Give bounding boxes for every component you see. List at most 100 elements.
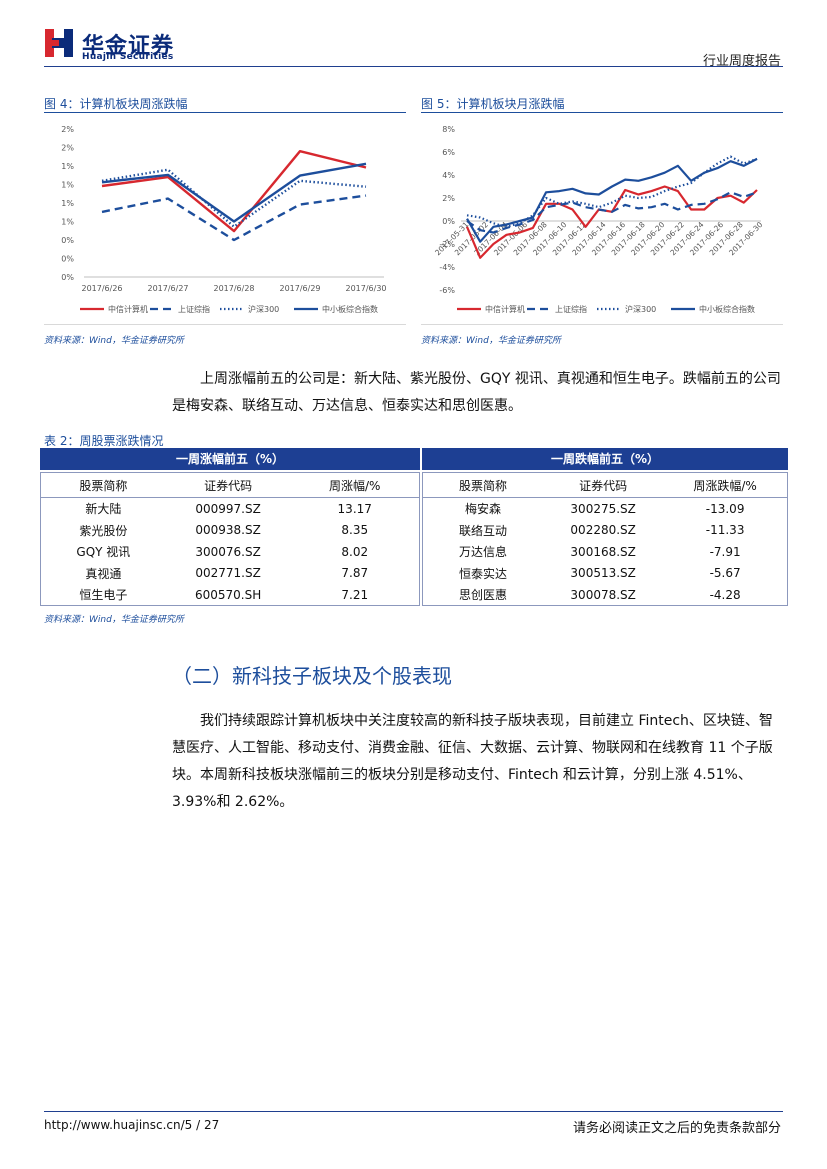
table2-right-header: 一周跌幅前五（%） — [422, 448, 788, 470]
column-header: 证券代码 — [165, 473, 291, 498]
series-line — [101, 168, 367, 228]
table2-right-panel: 股票简称 证券代码 周涨跌幅/% 梅安森 300275.SZ -13.09 联络… — [422, 472, 788, 606]
y-tick-label: 4% — [442, 171, 455, 180]
stock-code: 300275.SZ — [570, 501, 636, 516]
table2-left-table: 股票简称 证券代码 周涨幅/% 新大陆 000997.SZ 13.17 紫光股份… — [41, 473, 419, 606]
stock-code: 002280.SZ — [570, 523, 636, 538]
table-row: 思创医惠 300078.SZ -4.28 — [423, 584, 787, 606]
legend-label: 上证综指 — [555, 304, 587, 314]
stock-code: 600570.SH — [194, 587, 262, 602]
table-row: 联络互动 002280.SZ -11.33 — [423, 520, 787, 542]
legend-label: 中小板综合指数 — [699, 304, 755, 314]
table2: 一周涨幅前五（%） 一周跌幅前五（%） 股票简称 证券代码 周涨幅/% 新大陆 … — [40, 448, 788, 606]
stock-code: 000938.SZ — [195, 523, 261, 538]
stock-change: -5.67 — [709, 566, 741, 581]
stock-code: 300513.SZ — [570, 566, 636, 581]
series-line — [101, 150, 367, 233]
y-tick-label: -6% — [439, 286, 455, 295]
header-divider — [44, 66, 783, 67]
stock-code: 300076.SZ — [195, 544, 261, 559]
stock-name: 新大陆 — [85, 502, 122, 517]
figure4-svg: 2% 2% 1% 1% 1% 1% 0% 0% 0% 2017/6/26 2017/6/27 2017… — [61, 125, 386, 314]
figure5-chart: 8% 6% 4% 2% 0% -2% -4% -6% 2017-05-31 2017-06-02 2… — [421, 116, 783, 325]
table2-right-table: 股票简称 证券代码 周涨跌幅/% 梅安森 300275.SZ -13.09 联络… — [423, 473, 787, 606]
stock-change: -13.09 — [705, 501, 745, 516]
stock-change: 7.87 — [341, 566, 369, 581]
series-line — [101, 162, 367, 223]
stock-name: 万达信息 — [459, 545, 508, 560]
series-line — [101, 194, 367, 242]
table-header-row: 股票简称 证券代码 周涨幅/% — [41, 473, 419, 498]
footer-disclaimer: 请务必阅读正文之后的免责条款部分 — [572, 1121, 781, 1136]
series-line — [466, 191, 758, 234]
column-header: 证券代码 — [543, 473, 664, 498]
section-title: （二）新科技子板块及个股表现 — [172, 664, 452, 688]
legend-label: 上证综指 — [178, 304, 210, 314]
table-row: 梅安森 300275.SZ -13.09 — [423, 498, 787, 520]
table-row: 真视通 002771.SZ 7.87 — [41, 563, 419, 585]
figure5-title: 图 5：计算机板块月涨跌幅 — [421, 97, 565, 111]
x-tick-label: 2017/6/26 — [81, 284, 122, 293]
figure4-source: 资料来源：Wind，华金证券研究所 — [44, 336, 184, 346]
figure4-rule — [44, 112, 406, 113]
x-tick-label: 2017/6/28 — [213, 284, 254, 293]
y-tick-label: 0% — [61, 255, 74, 264]
stock-change: -4.28 — [709, 587, 741, 602]
x-tick-label: 2017/6/29 — [279, 284, 320, 293]
paragraph-top-movers: 上周涨幅前五的公司是：新大陆、紫光股份、GQY 视讯、真视通和恒生电子。跌幅前五… — [172, 371, 781, 414]
legend-label: 中小板综合指数 — [322, 304, 378, 314]
table2-left-header: 一周涨幅前五（%） — [40, 448, 420, 470]
column-header: 股票简称 — [423, 473, 544, 498]
y-tick-label: 1% — [61, 181, 74, 190]
table-row: GQY 视讯 300076.SZ 8.02 — [41, 541, 419, 563]
footer-url[interactable]: http://www.huajinsc.cn/5 / 27 — [44, 1118, 220, 1132]
stock-name: 真视通 — [85, 566, 122, 581]
figure5-svg: 8%6%4%2%0%-2%-4%-6%2017-05-312017-06-022… — [433, 125, 764, 314]
logo-text-cn: 华金证券 — [82, 34, 175, 59]
stock-name: 紫光股份 — [79, 523, 128, 538]
stock-change: 13.17 — [337, 501, 372, 516]
table2-left-panel: 股票简称 证券代码 周涨幅/% 新大陆 000997.SZ 13.17 紫光股份… — [40, 472, 420, 606]
stock-name: GQY 视讯 — [76, 545, 131, 560]
legend-label: 中信计算机 — [108, 304, 148, 314]
figure5-source: 资料来源：Wind，华金证券研究所 — [421, 336, 561, 346]
y-tick-label: 1% — [61, 162, 74, 171]
table-row: 新大陆 000997.SZ 13.17 — [41, 498, 419, 520]
y-tick-label: 1% — [61, 218, 74, 227]
y-tick-label: -4% — [439, 263, 455, 272]
stock-change: 7.21 — [341, 587, 369, 602]
y-tick-label: 0% — [442, 217, 455, 226]
legend-label: 沪深300 — [248, 304, 279, 314]
stock-name: 梅安森 — [465, 502, 502, 517]
stock-change: 8.02 — [341, 544, 369, 559]
stock-name: 联络互动 — [459, 523, 508, 538]
x-tick-label: 2017/6/27 — [147, 284, 188, 293]
table2-title: 表 2：周股票涨跌情况 — [44, 434, 164, 448]
stock-name: 恒生电子 — [79, 588, 128, 603]
y-tick-label: 1% — [61, 199, 74, 208]
figure4-chart: 2% 2% 1% 1% 1% 1% 0% 0% 0% 2017/6/26 2017/6/27 2017… — [44, 116, 406, 325]
figure4-title: 图 4：计算机板块周涨跌幅 — [44, 97, 188, 111]
footer-divider — [44, 1111, 783, 1112]
column-header: 股票简称 — [41, 473, 166, 498]
y-tick-label: 2% — [442, 194, 455, 203]
stock-name: 恒泰实达 — [459, 566, 508, 581]
stock-name: 思创医惠 — [459, 588, 508, 603]
legend-label: 沪深300 — [625, 304, 656, 314]
y-tick-label: 8% — [442, 125, 455, 134]
x-tick-label: 2017/6/30 — [345, 284, 386, 293]
stock-code: 300078.SZ — [570, 587, 636, 602]
company-logo-icon — [44, 28, 74, 58]
table-row: 恒泰实达 300513.SZ -5.67 — [423, 563, 787, 585]
y-tick-label: 0% — [61, 236, 74, 245]
legend-label: 中信计算机 — [485, 304, 525, 314]
y-tick-label: -2% — [439, 240, 455, 249]
table2-source: 资料来源：Wind，华金证券研究所 — [44, 615, 184, 625]
series-line — [466, 157, 758, 243]
stock-change: 8.35 — [341, 523, 369, 538]
column-header: 周涨幅/% — [290, 473, 419, 498]
paragraph-sub-sectors: 我们持续跟踪计算机板块中关注度较高的新科技子版块表现，目前建立 Fintech、… — [172, 713, 773, 810]
column-header: 周涨跌幅/% — [663, 473, 787, 498]
table-row: 恒生电子 600570.SH 7.21 — [41, 584, 419, 606]
stock-code: 002771.SZ — [195, 566, 261, 581]
